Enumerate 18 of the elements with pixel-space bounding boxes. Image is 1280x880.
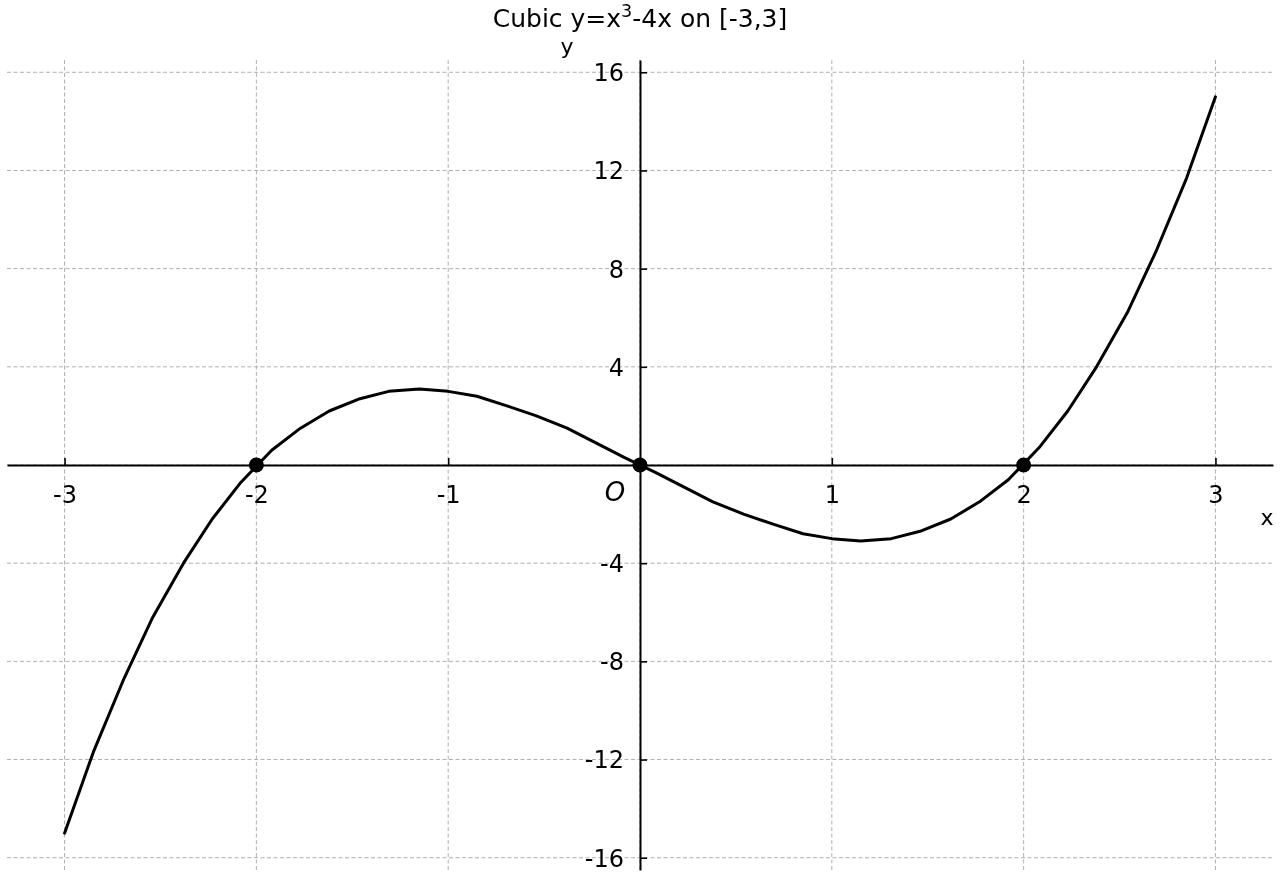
x-tick-label: -2: [244, 480, 269, 509]
x-tick-label: 1: [824, 480, 840, 509]
y-tick-label: -12: [584, 746, 624, 775]
x-tick-label: -1: [436, 480, 461, 509]
y-tick-label: 4: [608, 353, 624, 382]
y-tick-label: 16: [593, 59, 624, 88]
y-axis-title: y: [560, 34, 574, 59]
x-axis-title: x: [1260, 505, 1274, 530]
y-tick-label: 8: [608, 255, 624, 284]
x-tick-label: -3: [53, 480, 78, 509]
y-tick-label: -8: [600, 648, 624, 677]
y-tick-label: -16: [584, 844, 624, 873]
x-tick-label: 3: [1208, 480, 1224, 509]
chart-title: Cubic y=x$^{3}$-4x on [-3,3]: [492, 1, 788, 33]
y-tick-label: -4: [600, 550, 624, 579]
y-tick-label: 12: [593, 157, 624, 186]
annotation: O: [604, 477, 626, 507]
x-tick-label: 2: [1016, 480, 1032, 509]
